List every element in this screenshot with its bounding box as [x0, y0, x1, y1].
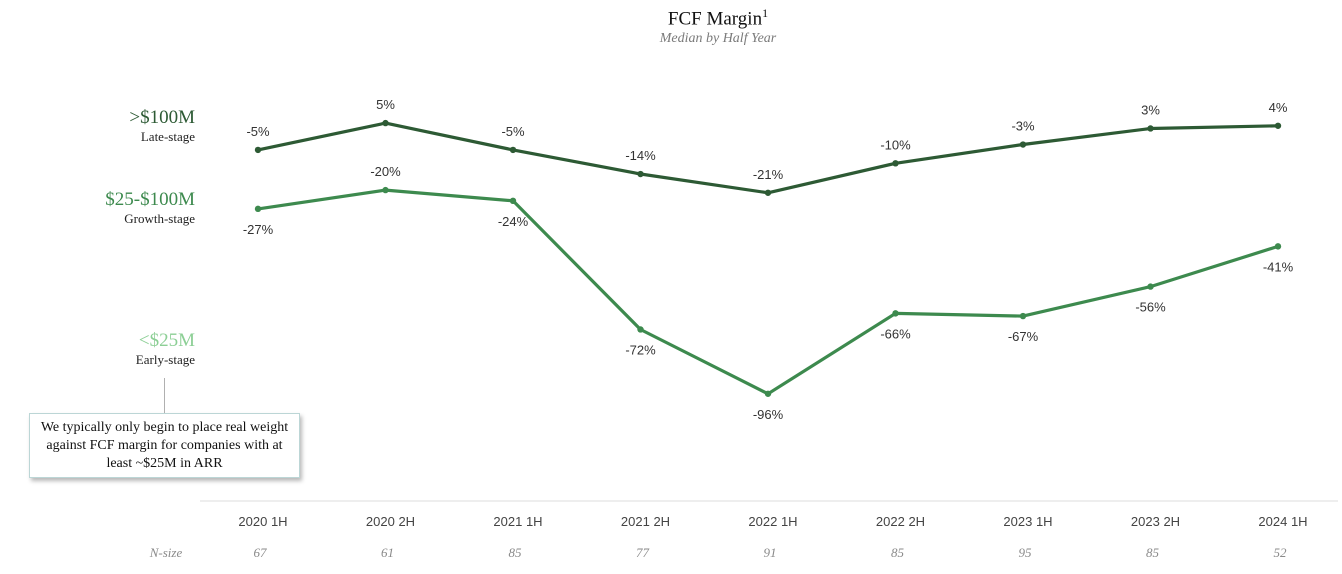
growth-stage-point	[892, 310, 899, 317]
late-stage-line	[256, 121, 1280, 195]
late-stage-data-label: -3%	[1011, 119, 1035, 134]
late-stage-point	[254, 146, 262, 154]
growth-stage-line	[256, 188, 1280, 396]
legend-late-stage-value: >$100M	[129, 107, 195, 128]
x-tick-label: 2020 1H	[238, 514, 287, 529]
n-size-value: 77	[636, 545, 650, 560]
x-tick-label: 2022 2H	[876, 514, 925, 529]
growth-stage-point	[382, 186, 389, 194]
legend-growth-stage: $25-$100M Growth-stage	[105, 189, 195, 227]
late-stage-point	[1147, 125, 1154, 132]
late-stage-point	[1019, 141, 1027, 148]
x-tick-label: 2020 2H	[366, 514, 415, 529]
late-stage-point	[637, 170, 644, 178]
callout-box: We typically only begin to place real we…	[29, 413, 300, 478]
x-tick-label: 2023 1H	[1003, 514, 1052, 529]
growth-stage-data-label: -72%	[625, 342, 656, 357]
legend-late-stage-label: Late-stage	[140, 129, 195, 144]
chart-title: FCF Margin1	[667, 6, 769, 30]
n-size-value: 61	[381, 545, 394, 560]
n-size-value: 95	[1019, 545, 1033, 560]
growth-stage-data-label: -27%	[243, 222, 274, 237]
x-tick-label: 2023 2H	[1131, 514, 1180, 529]
legend-growth-stage-label: Growth-stage	[124, 211, 195, 226]
growth-stage-data-label: -24%	[498, 214, 529, 229]
late-stage-data-label: -5%	[501, 124, 525, 139]
late-stage-point	[382, 119, 389, 127]
legend-early-stage: <$25M Early-stage	[136, 330, 195, 368]
legend-growth-stage-value: $25-$100M	[105, 189, 195, 210]
legend-early-stage-value: <$25M	[138, 330, 195, 351]
late-stage-data-label: 3%	[1141, 102, 1160, 117]
growth-stage-point	[509, 197, 517, 205]
callout-connector	[164, 378, 165, 413]
growth-stage-point	[1274, 243, 1282, 250]
legend-early-stage-label: Early-stage	[135, 352, 195, 367]
late-stage-data-label: -21%	[753, 167, 784, 182]
late-stage-data-label: -10%	[880, 137, 911, 152]
growth-stage-data-label: -41%	[1263, 259, 1294, 274]
n-size-value: 67	[254, 545, 268, 560]
legend-late-stage: >$100M Late-stage	[129, 107, 195, 145]
growth-stage-data-label: -66%	[880, 326, 911, 341]
n-size-value: 85	[509, 545, 523, 560]
n-size-label: N-size	[149, 545, 183, 560]
x-tick-label: 2022 1H	[748, 514, 797, 529]
x-tick-label: 2021 1H	[493, 514, 542, 529]
growth-stage-data-label: -96%	[753, 407, 784, 422]
growth-stage-point	[1147, 283, 1154, 290]
growth-stage-data-label: -56%	[1135, 300, 1166, 315]
late-stage-data-label: -14%	[625, 148, 656, 163]
late-stage-point	[764, 189, 772, 196]
n-size-value: 52	[1274, 545, 1288, 560]
growth-stage-data-label: -20%	[370, 164, 401, 179]
growth-stage-point	[254, 205, 262, 213]
growth-stage-point	[1019, 312, 1027, 320]
late-stage-data-label: 5%	[376, 97, 395, 112]
growth-stage-data-label: -67%	[1008, 329, 1039, 344]
late-stage-data-label: 4%	[1269, 100, 1288, 115]
x-tick-label: 2024 1H	[1258, 514, 1307, 529]
late-stage-data-label: -5%	[246, 124, 270, 139]
growth-stage-point	[764, 390, 772, 397]
late-stage-point	[1274, 122, 1282, 129]
n-size-value: 91	[764, 545, 777, 560]
growth-stage-point	[637, 326, 644, 333]
late-stage-point	[892, 160, 899, 167]
chart-subtitle: Median by Half Year	[659, 31, 777, 47]
chart-title-block: FCF Margin1 Median by Half Year	[0, 6, 1342, 47]
late-stage-point	[509, 146, 517, 154]
n-size-value: 85	[891, 545, 905, 560]
n-size-value: 85	[1146, 545, 1160, 560]
x-tick-label: 2021 2H	[621, 514, 670, 529]
